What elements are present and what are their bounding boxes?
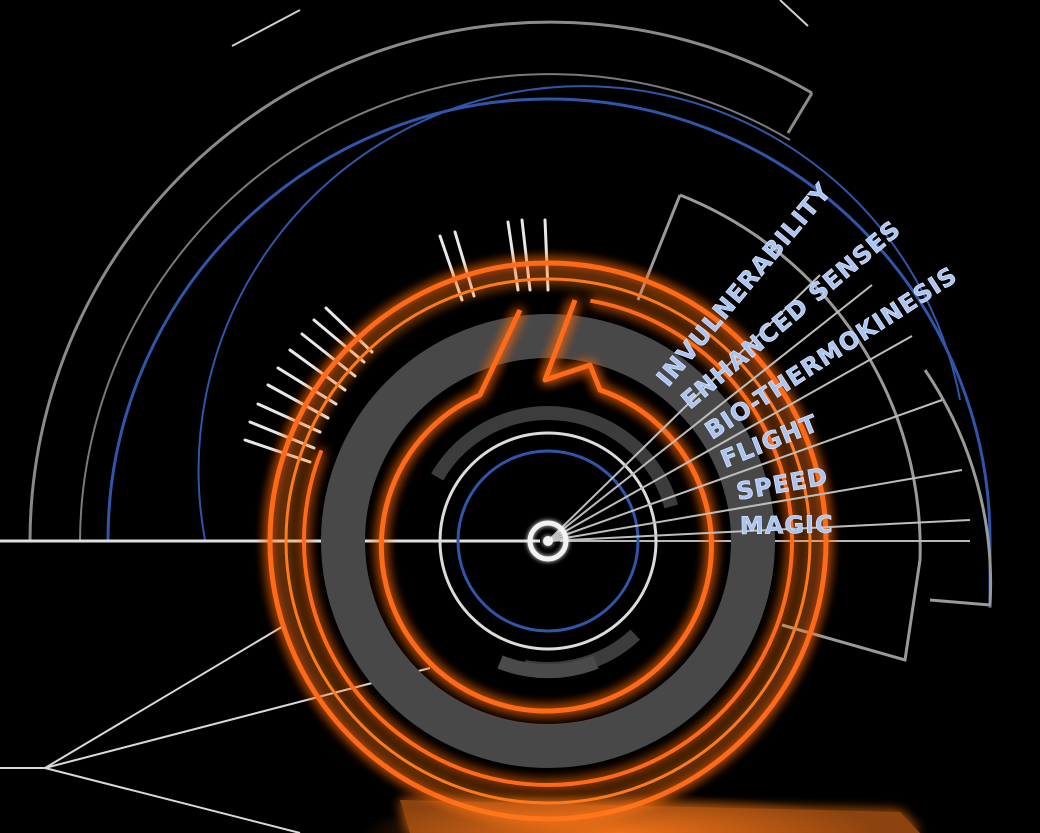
pointer-line [547, 519, 971, 542]
pointer-lines [547, 274, 971, 542]
tick [312, 318, 366, 364]
orange-mid-ring [302, 295, 794, 787]
tick [453, 230, 476, 298]
outer-arcs [28, 0, 992, 608]
bottom-glow [360, 793, 920, 833]
outer-arc-2 [79, 73, 791, 541]
wire-3 [44, 767, 301, 833]
outer-arc-3 [197, 85, 961, 541]
center-hub [527, 520, 569, 562]
gray-band-ring [321, 314, 775, 768]
hub-outer [527, 520, 569, 562]
pointer-line [547, 399, 943, 542]
pointer-line [547, 335, 913, 542]
right-bracket-inner [923, 369, 993, 607]
tick [276, 366, 338, 406]
core-blue-ring [456, 449, 640, 633]
tick [324, 306, 374, 354]
tick [438, 234, 464, 302]
outer-arc-1 [28, 20, 813, 541]
outer-arc-4 [231, 9, 301, 47]
outer-arc-blue-1 [106, 97, 992, 541]
gray-band-inner-arc [413, 405, 683, 676]
lower-left-wires [0, 624, 431, 833]
power-label-magic: MAGIC [740, 510, 834, 540]
wire-2 [44, 667, 431, 769]
hub-inner [543, 536, 553, 546]
pointer-line [547, 274, 821, 542]
pointer-line [547, 284, 873, 542]
outer-arc-5 [779, 0, 809, 27]
bottom-glow-bar [400, 800, 920, 833]
core-rings [438, 431, 658, 679]
core-bottom-arc [497, 655, 599, 679]
pointer-line [547, 469, 963, 542]
tick [300, 332, 357, 378]
outer-arc-1-cap [786, 92, 814, 134]
wire-1 [44, 624, 286, 769]
orange-inner-shape [378, 299, 714, 714]
core-white-ring [438, 431, 658, 651]
tick [506, 220, 520, 292]
tick [288, 348, 347, 392]
gray-band [321, 314, 775, 768]
tick [256, 402, 322, 434]
